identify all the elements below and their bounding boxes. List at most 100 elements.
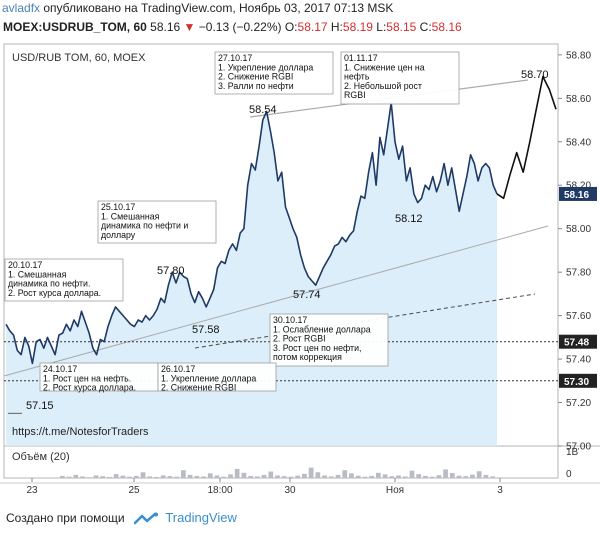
volume-bar bbox=[382, 474, 388, 478]
y-tick-label: 58.20 bbox=[566, 181, 591, 192]
annotation-line: 2. Снижение RGBI bbox=[218, 72, 293, 82]
price-change: −0.13 (−0.22%) bbox=[198, 20, 282, 34]
volume-tick-label: 0 bbox=[566, 469, 572, 480]
volume-bar bbox=[476, 471, 482, 478]
tradingview-logo-icon bbox=[133, 512, 158, 525]
volume-bar bbox=[308, 467, 314, 478]
annotation-box bbox=[269, 313, 389, 367]
channel-link-text: https://t.me/NotesforTraders bbox=[12, 426, 149, 438]
volume-bar bbox=[362, 476, 368, 478]
volume-bar bbox=[133, 475, 139, 478]
volume-bar bbox=[107, 476, 112, 478]
high-value: 58.19 bbox=[342, 20, 373, 34]
volume-bar bbox=[147, 476, 153, 478]
volume-bar bbox=[120, 475, 126, 478]
x-tick-label: 3 bbox=[497, 485, 503, 496]
annotation-line: RGBI bbox=[344, 90, 366, 100]
value-label: 57.80 bbox=[157, 265, 185, 277]
annotation-line: 2. Рост курса доллара. bbox=[8, 288, 101, 298]
annotation-box bbox=[214, 51, 334, 95]
volume-bar bbox=[268, 471, 274, 478]
volume-bar bbox=[275, 475, 280, 478]
volume-bar bbox=[375, 472, 381, 478]
volume-bar bbox=[436, 475, 442, 478]
annotation-line: 24.10.17 bbox=[43, 364, 77, 374]
volume-bar bbox=[416, 474, 422, 478]
volume-bar bbox=[181, 470, 186, 478]
volume-bar bbox=[349, 473, 354, 478]
volume-bar bbox=[396, 475, 401, 478]
price-axis-tag-label: 57.30 bbox=[564, 377, 589, 388]
volume-tick-label: 1B bbox=[566, 447, 579, 458]
author-link[interactable]: avladfx bbox=[2, 1, 41, 15]
price-chart[interactable]: 58.80 58.60 58.40 58.20 58.00 57.80 57.60 57.40… bbox=[0, 36, 600, 500]
volume-bar bbox=[470, 474, 475, 478]
y-tick-label: 58.80 bbox=[566, 50, 591, 61]
y-tick-label: 58.40 bbox=[566, 137, 591, 148]
volume-bar bbox=[261, 474, 267, 478]
volume-bar bbox=[355, 475, 361, 478]
volume-bar bbox=[322, 475, 327, 478]
volume-bar bbox=[490, 476, 495, 478]
x-tick-label: 18:00 bbox=[207, 485, 232, 496]
volume-bar bbox=[228, 474, 233, 478]
tradingview-link[interactable]: TradingView bbox=[165, 510, 237, 525]
value-label: 57.15 bbox=[26, 400, 54, 412]
price-axis-tag-label: 57.48 bbox=[564, 338, 589, 349]
y-tick-label: 57.40 bbox=[566, 355, 591, 366]
annotation-box bbox=[4, 258, 124, 302]
volume-bar bbox=[389, 476, 395, 478]
quote-line: MOEX:USDRUB_TOM, 60 58.16 ▼ −0.13 (−0.22… bbox=[0, 18, 600, 36]
y-tick-label: 57.00 bbox=[566, 442, 591, 453]
volume-bar bbox=[80, 476, 85, 478]
volume-bar bbox=[60, 475, 65, 478]
chart-area[interactable]: 58.80 58.60 58.40 58.20 58.00 57.80 57.60 57.40… bbox=[0, 36, 600, 500]
volume-bar bbox=[86, 477, 92, 478]
volume-bar bbox=[127, 476, 132, 478]
annotation-box bbox=[340, 51, 460, 105]
annotation-line: 2. Снижение RGBI bbox=[161, 383, 236, 393]
volume-bar bbox=[254, 476, 260, 478]
y-tick-label: 58.60 bbox=[566, 94, 591, 105]
annotation-line: нефть bbox=[344, 72, 370, 82]
last-price: 58.16 bbox=[150, 20, 181, 34]
volume-bar bbox=[402, 476, 408, 478]
symbol-label: MOEX:USDRUB_TOM, 60 bbox=[3, 20, 147, 34]
low-label: L: bbox=[376, 20, 387, 34]
volume-bar bbox=[214, 475, 220, 478]
volume-bar bbox=[167, 476, 173, 478]
annotation-line: 3. Ралли по нефти bbox=[218, 81, 294, 91]
volume-bar bbox=[342, 470, 348, 478]
annotation-line: доллару bbox=[101, 230, 136, 240]
forecast-line bbox=[496, 75, 557, 200]
volume-bar bbox=[369, 475, 374, 478]
volume-bar bbox=[409, 470, 415, 478]
volume-bar bbox=[174, 476, 180, 478]
volume-bar bbox=[207, 473, 213, 478]
volume-label: Объём (20) bbox=[12, 451, 70, 463]
price-axis-tag bbox=[559, 373, 597, 388]
y-tick-label: 57.20 bbox=[566, 398, 591, 409]
annotation-line: 2. Рост RGBI bbox=[273, 334, 326, 344]
volume-bar bbox=[66, 476, 72, 478]
volume-bar bbox=[187, 474, 193, 478]
annotation-line: потом коррекция bbox=[273, 352, 342, 362]
volume-bar bbox=[201, 476, 206, 478]
volume-bar bbox=[463, 476, 469, 478]
annotation-line: 1. Смешанная bbox=[8, 269, 67, 279]
volume-bar bbox=[288, 476, 294, 478]
annotation-line: 1. Укрепление доллара bbox=[218, 62, 313, 72]
x-tick-label: Ноя bbox=[386, 485, 404, 496]
volume-bar bbox=[423, 475, 428, 478]
volume-bar bbox=[113, 474, 119, 478]
value-label: 58.12 bbox=[395, 213, 423, 225]
annotation-box bbox=[39, 362, 159, 392]
annotation-line: динамика по нефти. bbox=[8, 279, 90, 289]
price-axis-tag bbox=[559, 334, 597, 349]
value-label: 58.70 bbox=[521, 69, 549, 81]
published-bar: avladfx опубликовано на TradingView.com,… bbox=[0, 0, 600, 17]
volume-bar bbox=[248, 475, 253, 478]
annotation-line: 2. Рост курса доллара. bbox=[43, 383, 136, 393]
annotation-box bbox=[157, 362, 277, 392]
annotation-line: 26.10.17 bbox=[161, 364, 195, 374]
